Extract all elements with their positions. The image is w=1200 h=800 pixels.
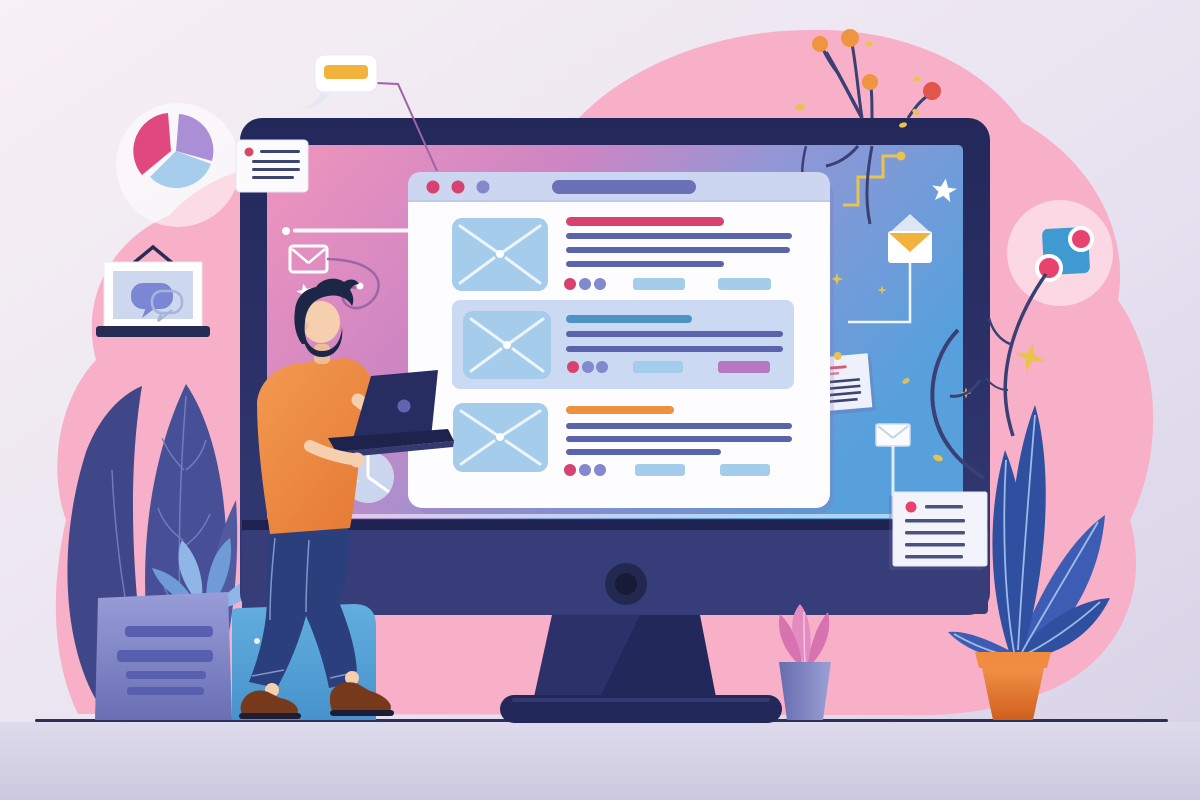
row-pill [633,361,683,373]
toolbar-dot [426,180,440,194]
left-hand [349,452,365,468]
purple-document-box [95,592,232,720]
berry [841,29,859,47]
row-dot [567,361,579,373]
pink-dot-badge [1035,254,1063,282]
open-envelope-icon [848,214,932,324]
chin-shadow-strip [242,520,988,530]
row-pill [633,278,685,290]
email-row-3 [453,403,792,476]
browser-window [408,172,834,514]
envelope-outline-icon [288,244,329,274]
screen-bottom-highlight [267,514,963,518]
floor [0,722,1200,800]
row-dot [564,278,576,290]
bottom-right-note-card [889,491,988,570]
row-dot [594,464,606,476]
blue-plant-in-orange-pot [948,405,1110,720]
toolbar-address-pill [552,180,696,194]
pink-plant-in-purple-pot [778,604,831,720]
toolbar-dot [476,180,490,194]
hair [294,278,359,344]
orange-pot [982,668,1044,720]
row-dot [596,361,608,373]
pink-dot-badge [1068,226,1094,252]
laptop-base-edge [336,441,454,458]
row-title-line [566,315,692,323]
person-with-laptop [239,278,454,719]
berry [862,74,878,90]
row-dot [564,464,576,476]
row-text-lines [566,233,792,267]
picture-frame-with-chat-bubble [96,244,210,337]
pale-circle-badge [985,200,1113,437]
left-shoe [240,690,298,716]
toolbar-dot [451,180,465,194]
row-title-line [566,217,724,226]
row-pill [718,278,771,290]
row-pill [635,464,685,476]
row-dot [582,361,594,373]
pie-slice-pink [133,113,171,175]
right-shoe [329,682,391,713]
pie-slice-blue [150,151,211,189]
face [302,301,340,343]
row-dot [579,464,591,476]
row-pill [720,464,770,476]
stand-neck-highlight [534,615,640,697]
purple-pot [779,662,831,720]
pants [249,524,358,688]
chin-logo-inner [615,573,637,595]
berry-branches [795,29,941,225]
row-dot [594,278,606,290]
email-row-1 [452,217,792,291]
frame-ledge [96,326,210,337]
row-pill [718,361,770,373]
row-text-lines [566,423,792,455]
stand-base-highlight [512,698,770,702]
pie-chart-icon [116,103,240,227]
row-title-line [566,406,674,414]
berry [812,36,828,52]
laptop-logo [397,399,411,413]
beard [302,326,343,357]
note-card-top-left [235,139,309,193]
row-dot [579,278,591,290]
speech-card-with-yellow-bar [303,54,438,172]
email-row-2 [452,300,794,389]
screen-branch [902,328,986,480]
row-text-lines [566,331,783,352]
speech-card-bar [324,65,368,79]
white-line-dot [282,227,413,235]
left-forearm [304,440,358,465]
laptop-base [328,429,454,452]
laptop-screen [352,370,438,442]
berry-red [923,82,941,100]
orange-pot-rim [975,652,1051,668]
toolbar-edge [408,200,830,202]
stair-step-line [843,151,906,207]
speech-card-tail [303,90,330,109]
pie-slice-purple [176,114,214,161]
